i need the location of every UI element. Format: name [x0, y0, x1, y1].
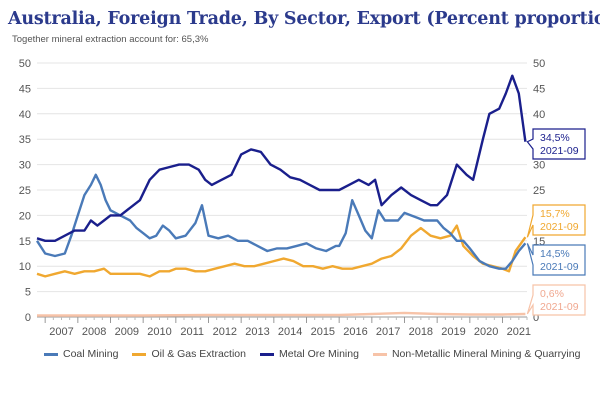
- callout-date-non-metallic-mineral-mining-quarrying: 2021-09: [540, 301, 579, 313]
- legend-label-coal: Coal Mining: [63, 348, 119, 360]
- callout-box-metal-ore-mining: [526, 128, 586, 160]
- y-tick-left-50: 50: [19, 58, 31, 70]
- series-line-coal-mining: [35, 173, 527, 270]
- callout-box-coal-mining: [526, 243, 586, 276]
- y-tick-left-45: 45: [19, 83, 31, 95]
- x-tick-label-2014: 2014: [278, 326, 302, 338]
- legend-swatch-non-metallic: [372, 352, 387, 356]
- x-tick-label-2019: 2019: [441, 326, 465, 338]
- legend-label-metal-ore: Metal Ore Mining: [278, 348, 359, 360]
- y-tick-left-30: 30: [19, 160, 31, 172]
- x-tick-label-2012: 2012: [213, 326, 237, 338]
- legend-label-oil-gas: Oil & Gas Extraction: [151, 348, 246, 360]
- legend-swatch-coal: [44, 352, 58, 356]
- legend-label-non-metallic: Non-Metallic Mineral Mining & Quarrying: [391, 348, 581, 360]
- x-tick-label-2010: 2010: [147, 326, 171, 338]
- callout-date-coal-mining: 2021-09: [540, 261, 579, 273]
- y-tick-left-35: 35: [19, 134, 31, 146]
- x-tick-label-2015: 2015: [311, 326, 335, 338]
- series-line-metal-ore-mining: [36, 74, 527, 242]
- legend-swatch-oil-gas: [132, 352, 147, 356]
- legend-item-coal[interactable]: Coal Mining: [44, 348, 118, 360]
- x-tick-label-2020: 2020: [474, 326, 498, 338]
- x-tick-label-2013: 2013: [245, 326, 269, 338]
- y-tick-left-25: 25: [19, 185, 31, 197]
- callout-value-non-metallic-mineral-mining-quarrying: 0,6%: [540, 288, 564, 300]
- chart-subtitle: Together mineral extraction account for:…: [12, 34, 209, 45]
- y-tick-right-40: 40: [533, 109, 545, 121]
- y-tick-left-0: 0: [25, 312, 31, 324]
- x-tick-label-2018: 2018: [409, 326, 433, 338]
- callout-date-oil-gas-extraction: 2021-09: [540, 221, 579, 233]
- x-tick-label-2009: 2009: [115, 326, 139, 338]
- x-tick-label-2021: 2021: [507, 326, 531, 338]
- legend: Coal Mining Oil & Gas Extraction Metal O…: [44, 348, 580, 360]
- y-tick-left-40: 40: [19, 109, 31, 121]
- callout-date-metal-ore-mining: 2021-09: [540, 145, 579, 157]
- callout-box-oil-gas-extraction: [526, 204, 586, 238]
- callout-value-metal-ore-mining: 34,5%: [540, 132, 570, 144]
- y-tick-right-45: 45: [533, 83, 545, 95]
- y-tick-left-5: 5: [25, 287, 31, 299]
- x-tick-label-2011: 2011: [180, 326, 204, 338]
- legend-swatch-metal-ore: [259, 352, 274, 356]
- y-tick-right-0: 0: [533, 312, 539, 324]
- x-tick-label-2007: 2007: [49, 326, 73, 338]
- y-tick-right-30: 30: [533, 160, 545, 172]
- y-tick-right-25: 25: [533, 185, 545, 197]
- legend-item-non-metallic[interactable]: Non-Metallic Mineral Mining & Quarrying: [372, 348, 581, 360]
- x-tick-label-2008: 2008: [82, 326, 106, 338]
- callout-box-non-metallic-mineral-mining-quarrying: [526, 284, 586, 316]
- callout-value-coal-mining: 14,5%: [540, 248, 570, 260]
- series-line-non-metallic-mineral-mining-quarrying: [37, 311, 526, 317]
- legend-item-metal-ore[interactable]: Metal Ore Mining: [259, 348, 359, 360]
- legend-item-oil-gas[interactable]: Oil & Gas Extraction: [132, 348, 246, 360]
- x-tick-label-2016: 2016: [343, 326, 367, 338]
- series-line-oil-gas-extraction: [36, 224, 527, 278]
- chart-title: Australia, Foreign Trade, By Sector, Exp…: [8, 9, 600, 29]
- y-tick-left-10: 10: [19, 261, 31, 273]
- y-tick-right-50: 50: [533, 58, 545, 70]
- y-tick-left-20: 20: [19, 210, 31, 222]
- callout-value-oil-gas-extraction: 15,7%: [540, 208, 570, 220]
- x-tick-label-2017: 2017: [376, 326, 400, 338]
- y-tick-left-15: 15: [19, 236, 31, 248]
